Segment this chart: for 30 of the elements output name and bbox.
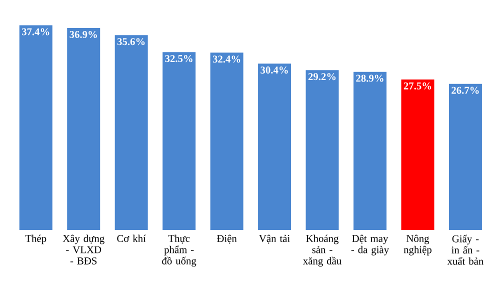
x-tick-label: Xây dựng - VLXD - BĐS: [62, 234, 104, 264]
bar: [258, 64, 292, 230]
data-label: 32.4%: [212, 56, 240, 63]
x-tick-label: Điện: [216, 234, 237, 244]
x-tick-label: Vận tải: [259, 234, 290, 244]
x-tick-label: Dệt may - da giày: [351, 234, 390, 256]
bar: [354, 72, 386, 230]
bar: [162, 52, 196, 230]
data-label: 27.5%: [404, 82, 432, 90]
data-label: 28.9%: [356, 74, 384, 82]
data-label: 37.4%: [22, 28, 50, 36]
bar: [210, 52, 244, 230]
x-tick-label: Thực phẩm - đồ uống: [162, 234, 196, 267]
bar: [114, 35, 148, 230]
x-tick-label: Nông nghiệp: [404, 234, 432, 256]
data-label: 32.5%: [165, 55, 192, 62]
bar: [19, 25, 52, 230]
x-tick-label: Thép: [25, 234, 46, 244]
data-label: 36.9%: [70, 30, 97, 38]
data-label: 29.2%: [308, 73, 336, 80]
x-tick-label: Khoáng sản - xăng dầu: [303, 234, 342, 267]
bar: [306, 70, 339, 230]
data-label: 35.6%: [117, 38, 145, 46]
bar: [67, 28, 100, 230]
data-label: 30.4%: [260, 66, 288, 74]
x-tick-label: Cơ khí: [117, 234, 146, 242]
x-tick-label: Giấy - in ấn - xuất bản: [447, 234, 484, 265]
bar: [448, 84, 482, 230]
bar: [401, 79, 434, 230]
data-label: 26.7%: [452, 86, 479, 94]
